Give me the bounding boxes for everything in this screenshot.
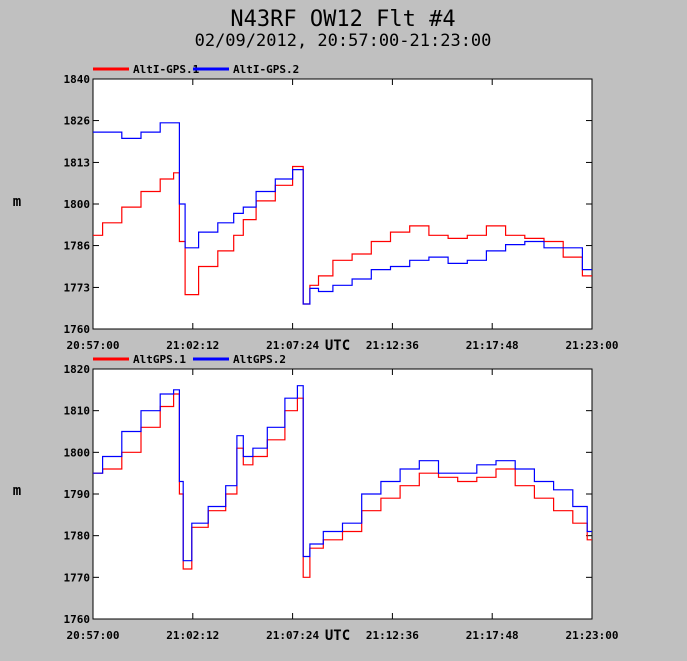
x-tick-label: 21:17:48: [466, 339, 519, 352]
legend-label: AltGPS.2: [233, 353, 286, 366]
x-tick-label: 21:02:12: [166, 629, 219, 642]
x-tick-label: 21:12:36: [366, 339, 419, 352]
y-tick-label: 1826: [64, 115, 91, 128]
series-line-2: [93, 122, 592, 305]
y-tick-label: 1770: [64, 571, 91, 584]
plot-area: [92, 78, 593, 330]
x-tick-label: 20:57:00: [67, 629, 120, 642]
y-axis-label: m: [13, 194, 21, 210]
y-tick-label: 1813: [64, 156, 91, 169]
y-tick-label: 1773: [64, 281, 91, 294]
y-tick-label: 1790: [64, 488, 91, 501]
chart-subtitle: 02/09/2012, 20:57:00-21:23:00: [195, 31, 492, 51]
x-tick-label: 21:02:12: [166, 339, 219, 352]
plot-area: [92, 368, 593, 620]
y-tick-label: 1786: [64, 240, 91, 253]
x-tick-label: 21:12:36: [366, 629, 419, 642]
y-tick-label: 1760: [64, 323, 91, 336]
y-tick-label: 1760: [64, 613, 91, 626]
y-tick-label: 1780: [64, 530, 91, 543]
x-axis-label: UTC: [325, 628, 350, 644]
top-panel: 1840 1826 1813 1800 1786 1773 1760 20:57:00 21:0…: [13, 63, 619, 354]
y-tick-label: 1820: [64, 363, 91, 376]
chart-title: N43RF OW12 Flt #4: [230, 7, 455, 32]
x-tick-label: 21:23:00: [566, 629, 619, 642]
x-tick-label: 21:17:48: [466, 629, 519, 642]
x-tick-label: 21:07:24: [266, 339, 319, 352]
y-tick-label: 1800: [64, 446, 91, 459]
legend-label: AltGPS.1: [133, 353, 186, 366]
x-tick-label: 20:57:00: [67, 339, 120, 352]
legend-label: AltI-GPS.2: [233, 63, 299, 76]
x-axis-label: UTC: [325, 338, 350, 354]
x-tick-label: 21:23:00: [566, 339, 619, 352]
y-tick-label: 1840: [64, 73, 91, 86]
y-tick-label: 1800: [64, 198, 91, 211]
y-tick-label: 1810: [64, 405, 91, 418]
y-axis-label: m: [13, 483, 21, 499]
x-tick-label: 21:07:24: [266, 629, 319, 642]
bottom-panel: 1820 1810 1800 1790 1780 1770 1760 20:57:00 21:0…: [13, 353, 619, 644]
legend-label: AltI-GPS.1: [133, 63, 200, 76]
series-line-2: [93, 385, 592, 562]
